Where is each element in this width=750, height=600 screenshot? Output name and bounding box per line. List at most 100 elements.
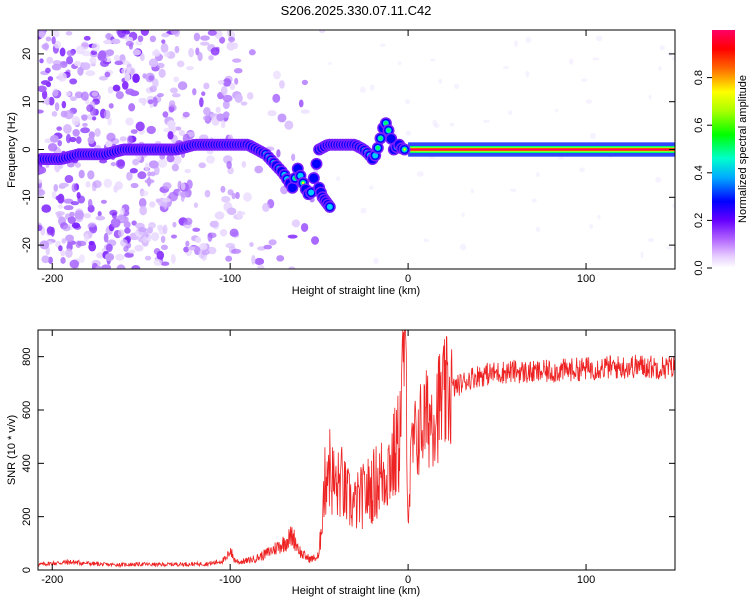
noise-blob bbox=[78, 169, 85, 179]
noise-blob bbox=[69, 211, 75, 217]
noise-blob bbox=[220, 85, 228, 96]
noise-blob bbox=[461, 212, 465, 217]
noise-blob bbox=[41, 43, 50, 50]
noise-blob bbox=[51, 110, 58, 117]
noise-blob bbox=[276, 149, 281, 158]
noise-blob bbox=[151, 50, 161, 57]
x-tick-label: 100 bbox=[577, 273, 595, 285]
noise-blob bbox=[91, 116, 97, 121]
noise-blob bbox=[328, 61, 332, 66]
noise-blob bbox=[209, 220, 219, 228]
x-tick-label: -200 bbox=[41, 273, 63, 285]
noise-blob bbox=[57, 193, 65, 204]
noise-blob bbox=[655, 176, 662, 183]
noise-blob bbox=[257, 264, 265, 269]
noise-blob bbox=[226, 207, 237, 216]
noise-blob bbox=[132, 73, 140, 84]
y-tick-label: 400 bbox=[21, 454, 33, 472]
noise-blob bbox=[77, 195, 86, 204]
noise-blob bbox=[216, 113, 225, 122]
noise-blob bbox=[197, 51, 203, 62]
noise-blob bbox=[103, 232, 109, 243]
noise-blob bbox=[38, 31, 46, 39]
noise-blob bbox=[38, 178, 43, 184]
x-tick-label: -100 bbox=[219, 273, 241, 285]
noise-blob bbox=[192, 227, 201, 232]
noise-blob bbox=[127, 135, 133, 145]
noise-blob bbox=[203, 82, 210, 90]
noise-blob bbox=[592, 57, 599, 61]
noise-blob bbox=[61, 238, 67, 244]
noise-blob bbox=[272, 93, 281, 103]
noise-blob bbox=[128, 103, 136, 112]
noise-blob bbox=[203, 107, 211, 116]
noise-blob bbox=[108, 103, 114, 109]
noise-blob bbox=[156, 250, 165, 260]
noise-blob bbox=[206, 155, 216, 164]
noise-blob bbox=[199, 41, 210, 46]
noise-blob bbox=[369, 84, 375, 91]
ridge-blob bbox=[308, 189, 315, 196]
noise-blob bbox=[67, 216, 76, 224]
noise-blob bbox=[147, 171, 152, 177]
noise-blob bbox=[90, 50, 97, 56]
x-tick-label: 100 bbox=[577, 574, 595, 586]
spectrogram-y-axis-title: Frequency (Hz) bbox=[6, 112, 18, 188]
noise-blob bbox=[222, 100, 230, 110]
noise-blob bbox=[219, 229, 228, 237]
noise-blob bbox=[63, 198, 74, 204]
noise-blob bbox=[41, 89, 48, 100]
noise-blob bbox=[359, 86, 366, 94]
noise-blob bbox=[648, 94, 652, 100]
colorbar-tick-label: 0.2 bbox=[693, 213, 705, 228]
noise-blob bbox=[148, 160, 159, 169]
noise-blob bbox=[59, 182, 69, 188]
noise-blob bbox=[50, 135, 59, 143]
noise-blob bbox=[117, 30, 127, 38]
noise-blob bbox=[114, 181, 123, 190]
noise-blob bbox=[225, 255, 233, 262]
y-tick-label: 10 bbox=[21, 96, 33, 108]
y-tick-label: 0 bbox=[21, 567, 33, 573]
noise-blob bbox=[53, 183, 59, 192]
noise-blob bbox=[647, 238, 655, 243]
noise-blob bbox=[86, 104, 94, 112]
noise-blob bbox=[291, 219, 301, 228]
noise-blob bbox=[298, 99, 304, 108]
noise-blob bbox=[162, 182, 172, 190]
noise-blob bbox=[459, 243, 467, 251]
noise-blob bbox=[202, 115, 211, 121]
noise-blob bbox=[65, 133, 71, 144]
ridge-blob bbox=[287, 183, 297, 193]
noise-blob bbox=[157, 93, 164, 98]
noise-blob bbox=[579, 167, 585, 173]
noise-blob bbox=[335, 176, 341, 182]
noise-blob bbox=[161, 32, 170, 38]
noise-blob bbox=[215, 106, 221, 113]
noise-blob bbox=[160, 244, 168, 251]
noise-blob bbox=[659, 45, 665, 51]
noise-blob bbox=[232, 58, 242, 63]
x-tick-label: -100 bbox=[219, 574, 241, 586]
noise-blob bbox=[65, 91, 71, 97]
noise-blob bbox=[234, 77, 239, 85]
noise-blob bbox=[438, 78, 443, 84]
noise-blob bbox=[130, 182, 139, 189]
noise-blob bbox=[170, 234, 178, 239]
noise-blob bbox=[95, 215, 106, 221]
noise-blob bbox=[51, 36, 56, 45]
noise-blob bbox=[170, 30, 179, 35]
noise-blob bbox=[160, 43, 169, 53]
spectrogram-x-axis-title: Height of straight line (km) bbox=[292, 285, 420, 297]
noise-blob bbox=[57, 140, 62, 147]
noise-blob bbox=[150, 171, 156, 177]
noise-blob bbox=[66, 56, 74, 65]
noise-blob bbox=[117, 229, 125, 238]
noise-blob bbox=[56, 126, 63, 131]
noise-blob bbox=[535, 226, 541, 233]
noise-blob bbox=[74, 210, 85, 220]
noise-blob bbox=[210, 47, 220, 56]
noise-blob bbox=[125, 40, 134, 47]
noise-blob bbox=[72, 128, 80, 137]
